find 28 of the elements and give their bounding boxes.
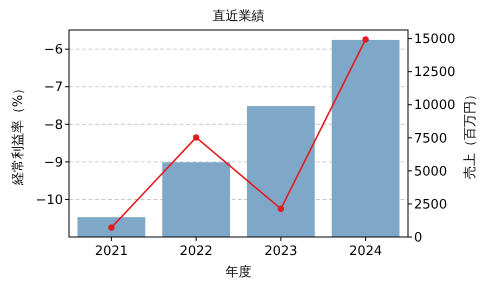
y-tick-label: −6 (44, 42, 63, 58)
y-tick-label: −7 (44, 80, 63, 96)
point (192, 134, 200, 141)
x-tick-label: 2024 (349, 244, 382, 259)
bar (77, 217, 146, 237)
x-axis-title: 年度 (226, 264, 252, 280)
y2-tick-label: 0 (414, 230, 422, 246)
bar (332, 40, 400, 237)
point (278, 206, 284, 212)
point (108, 224, 115, 231)
y2-tick-label: 7500 (414, 131, 448, 146)
y2-tick-label: 12500 (414, 65, 456, 80)
chart-title: 直近業績 (212, 9, 264, 24)
y2-tick-label: 15000 (414, 32, 456, 48)
bar (246, 106, 315, 237)
y2-tick-label: 10000 (414, 98, 456, 114)
y2-tick-label: 2500 (414, 197, 448, 212)
y2-tick-label: 5000 (414, 164, 448, 180)
y-tick-label: −8 (44, 118, 63, 133)
point (362, 36, 369, 43)
x-tick-label: 2022 (180, 244, 213, 259)
x-tick-label: 2021 (94, 244, 128, 259)
x-tick-label: 2023 (264, 244, 298, 259)
y-tick-label: −10 (36, 192, 63, 208)
y-axis-title: 経常利益率（%） (10, 82, 26, 186)
y2-axis-title: 売上（百万円） (463, 88, 478, 179)
bar (162, 162, 230, 237)
y-tick-label: −9 (44, 155, 63, 170)
